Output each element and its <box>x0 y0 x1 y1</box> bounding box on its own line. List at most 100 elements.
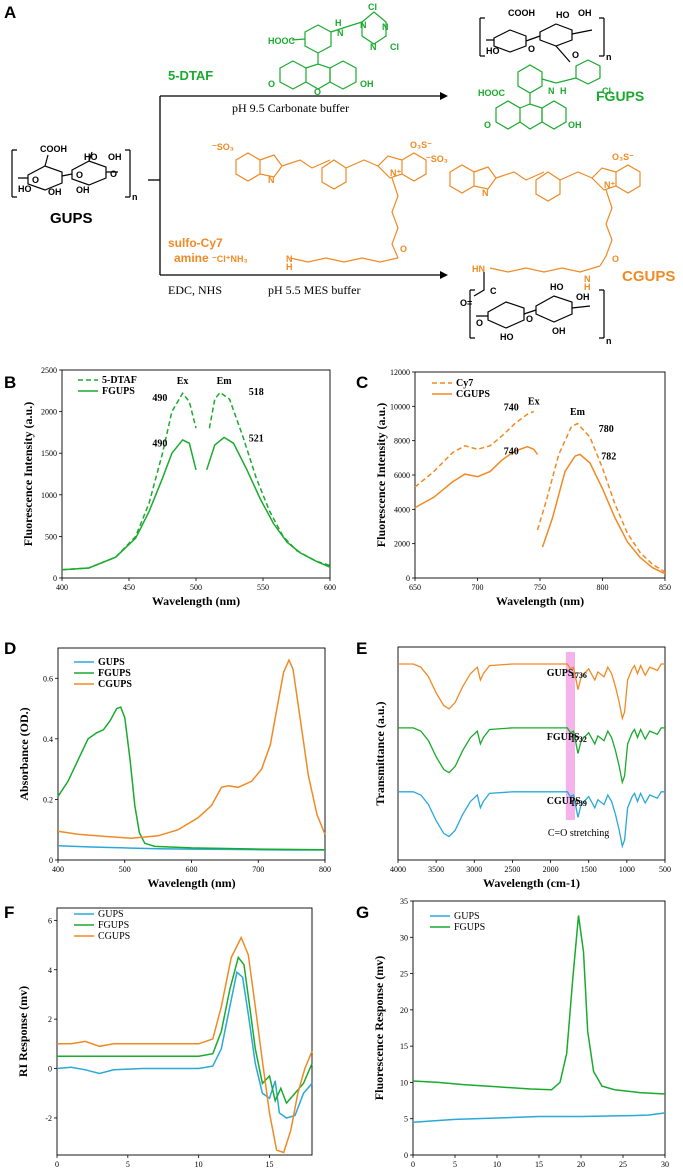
series-line-fgups <box>57 955 313 1105</box>
legend-label: CGUPS <box>98 679 132 690</box>
svg-text:OH: OH <box>108 152 122 162</box>
svg-text:⁻SO₃: ⁻SO₃ <box>212 142 234 152</box>
x-tick-label: 850 <box>659 583 671 592</box>
svg-text:OH: OH <box>552 326 566 336</box>
arrow-head-bottom <box>440 271 448 279</box>
cgups-dye <box>449 164 641 273</box>
svg-text:O: O <box>526 314 533 324</box>
peak-label-gups: 1736 <box>571 671 587 680</box>
annotation-label: 490 <box>152 393 167 404</box>
series-line-fgups <box>205 436 331 568</box>
svg-text:COOH: COOH <box>40 144 67 154</box>
legend-label: Cy7 <box>456 378 473 389</box>
svg-text:N⁺: N⁺ <box>390 168 401 178</box>
y-axis-title: RI Response (mv) <box>16 986 30 1077</box>
y-axis-title: Transmittance (a.u.) <box>373 701 387 805</box>
svg-text:H: H <box>560 86 567 96</box>
svg-text:N⁺: N⁺ <box>604 180 615 190</box>
gups-n: n <box>132 192 138 202</box>
series-line-cy7 <box>414 410 535 488</box>
y-tick-label: 0 <box>49 856 53 865</box>
chart-d: D 400 500 600 700 800 0 0.2 0.4 0.6 Wavelength (nm… <box>4 639 331 890</box>
y-tick-label: 0 <box>48 1065 52 1074</box>
svg-text:HO: HO <box>18 184 32 194</box>
annotation-label: 740 <box>504 446 519 457</box>
x-tick-label: 500 <box>659 865 671 874</box>
y-tick-label: 25 <box>400 970 408 979</box>
panel-letter-c: C <box>356 373 368 392</box>
series-line-fgups <box>412 915 666 1095</box>
annotation-label: 740 <box>504 403 519 414</box>
x-tick-label: 700 <box>252 865 264 874</box>
series-label-cgups: CGUPS <box>547 796 581 807</box>
svg-text:O=: O= <box>460 298 472 308</box>
x-axis-title: Wavelength (nm) <box>147 876 235 890</box>
y-tick-label: 0 <box>406 574 410 583</box>
y-tick-label: 30 <box>400 933 408 942</box>
svg-text:N: N <box>482 188 489 198</box>
x-tick-label: 0 <box>55 1160 59 1169</box>
svg-text:HO: HO <box>500 332 514 342</box>
svg-text:C: C <box>490 286 497 296</box>
svg-text:OH: OH <box>76 185 90 195</box>
svg-text:HO: HO <box>486 46 500 56</box>
svg-text:N: N <box>370 42 377 52</box>
x-axis-title: Time(min) <box>157 1171 211 1173</box>
plot-frame <box>56 907 313 1156</box>
y-axis-title: Absorbance (OD.) <box>17 707 31 800</box>
dtaf-structure <box>279 11 387 90</box>
series-label-fgups: FGUPS <box>547 732 580 743</box>
y-tick-label: 5 <box>404 1115 408 1124</box>
plot-frame <box>397 646 666 861</box>
svg-text:Cl: Cl <box>602 86 611 96</box>
chart-c: C 650 700 750 800 850 0 2000 4000 6000 8000 10000 12… <box>356 368 671 608</box>
svg-text:N: N <box>360 20 367 30</box>
svg-text:O: O <box>110 169 117 179</box>
cy7-label-line1: sulfo-Cy7 <box>168 236 223 250</box>
svg-text:COOH: COOH <box>508 8 535 18</box>
legend-label: FGUPS <box>98 668 131 679</box>
y-tick-label: 6 <box>48 916 52 925</box>
chart-g: G 0 5 10 15 20 25 30 0 5 10 15 20 25 30 35 Time(min) Fluo… <box>356 897 669 1173</box>
x-tick-label: 400 <box>52 865 64 874</box>
x-tick-label: 500 <box>119 865 131 874</box>
svg-text:O₃S⁻: O₃S⁻ <box>612 152 634 162</box>
y-tick-label: 35 <box>400 897 408 906</box>
svg-text:OH: OH <box>576 292 590 302</box>
peak-label-fgups: 1732 <box>571 735 587 744</box>
panel-letter-f: F <box>4 903 14 922</box>
y-tick-label: 500 <box>45 532 57 541</box>
svg-text:N: N <box>286 254 293 264</box>
legend-label: GUPS <box>454 911 480 922</box>
svg-text:N: N <box>337 28 344 38</box>
x-axis-title: Time(min) <box>512 1171 566 1173</box>
svg-text:O: O <box>572 50 579 60</box>
svg-text:OH: OH <box>360 79 374 89</box>
legend-label: 5-DTAF <box>102 375 137 386</box>
x-tick-label: 10 <box>195 1160 203 1169</box>
x-tick-label: 700 <box>472 583 484 592</box>
svg-text:O: O <box>32 175 39 185</box>
y-tick-label: 4000 <box>394 505 410 514</box>
svg-text:N: N <box>584 274 591 284</box>
svg-text:O: O <box>314 87 321 97</box>
svg-text:N: N <box>268 175 275 185</box>
x-tick-label: 3000 <box>466 865 482 874</box>
svg-text:H: H <box>584 282 591 292</box>
svg-text:OH: OH <box>48 187 62 197</box>
svg-text:HO: HO <box>550 282 564 292</box>
x-tick-label: 15 <box>535 1160 543 1169</box>
series-line-cgups <box>57 935 313 1154</box>
edc-nhs-label: EDC, NHS <box>168 283 222 297</box>
y-tick-label: 15 <box>400 1042 408 1051</box>
y-tick-label: 2000 <box>41 408 57 417</box>
x-tick-label: 800 <box>597 583 609 592</box>
x-tick-label: 2000 <box>543 865 559 874</box>
x-tick-label: 750 <box>534 583 546 592</box>
legend-label: CGUPS <box>456 389 490 400</box>
x-tick-label: 5 <box>126 1160 130 1169</box>
svg-text:O: O <box>612 254 619 264</box>
annotation-label: Em <box>570 407 586 418</box>
arrow-head-top <box>440 92 448 100</box>
